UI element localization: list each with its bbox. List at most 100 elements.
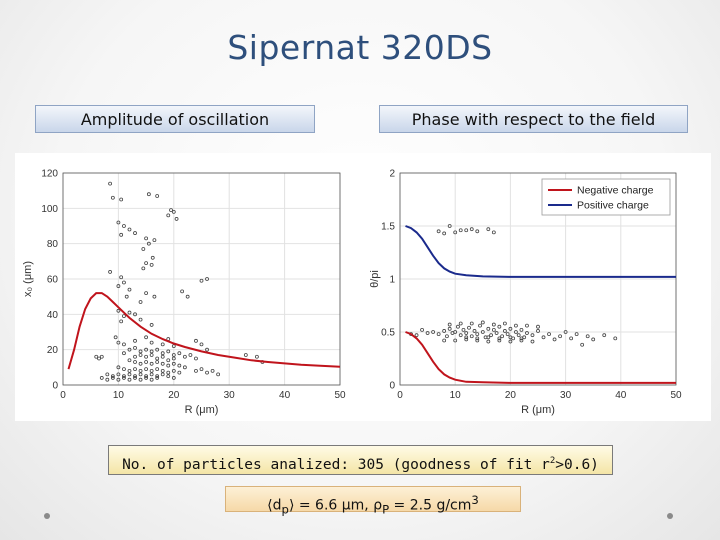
phase-data-point <box>486 326 491 331</box>
y-tick-label: 20 <box>47 345 59 356</box>
y-tick-label: 2 <box>389 169 395 180</box>
amplitude-data-point <box>138 372 143 377</box>
formula-part: = 2.5 g/cm <box>389 497 472 514</box>
amplitude-data-point <box>144 367 149 372</box>
decorative-dot <box>667 513 673 519</box>
amplitude-data-point <box>144 376 149 380</box>
amplitude-data-point <box>116 377 121 382</box>
plot-frame <box>399 172 677 386</box>
amplitude-data-point <box>160 372 165 377</box>
amplitude-data-point <box>122 224 126 228</box>
legend-label: Negative charge <box>577 185 654 197</box>
amplitude-data-point <box>108 270 112 274</box>
x-tick-label: 50 <box>670 390 682 401</box>
amplitude-data-point <box>149 323 154 327</box>
amplitude-data-point <box>149 372 154 377</box>
phase-data-point <box>425 331 430 335</box>
phase-data-point <box>502 321 507 326</box>
phase-data-point <box>541 335 546 340</box>
amplitude-data-point <box>149 377 154 382</box>
x-tick-label: 0 <box>397 390 403 401</box>
phase-data-point <box>536 329 540 333</box>
amplitude-data-point <box>166 363 171 368</box>
formula-sub: p <box>281 502 289 517</box>
y-tick-label: 0 <box>52 381 58 392</box>
amplitude-data-point <box>144 261 149 265</box>
phase-data-point <box>491 327 496 332</box>
particles-note: No. of particles analized: 305 (goodness… <box>108 445 613 475</box>
amplitude-data-point <box>146 241 151 246</box>
amplitude-data-point <box>171 356 176 361</box>
amplitude-data-point <box>171 353 176 357</box>
amplitude-data-point <box>127 377 132 382</box>
amplitude-data-point <box>116 365 121 370</box>
amplitude-data-point <box>180 289 185 294</box>
amplitude-data-point <box>122 351 126 356</box>
phase-data-point <box>478 323 482 328</box>
phase-data-point <box>514 323 518 328</box>
phase-data-point <box>505 332 510 337</box>
amplitude-data-point <box>94 354 99 359</box>
y-tick-label: 40 <box>47 310 59 321</box>
phase-data-point <box>497 338 502 343</box>
legend-label: Positive charge <box>577 200 649 212</box>
phase-data-point <box>464 335 469 340</box>
amplitude-fit-curve <box>67 292 341 370</box>
amplitude-data-point <box>199 342 204 347</box>
phase-fit-curve <box>405 225 676 278</box>
formula-box: ⟨dp⟩ = 6.6 μm, ρP = 2.5 g/cm3 <box>225 486 521 516</box>
amplitude-data-point <box>210 368 215 373</box>
amplitude-data-point <box>119 275 124 280</box>
phase-data-point <box>558 334 562 339</box>
amplitude-data-point <box>138 349 143 354</box>
amplitude-data-point <box>122 376 126 380</box>
amplitude-data-point <box>194 338 198 343</box>
amplitude-data-point <box>194 368 198 373</box>
phase-data-point <box>486 227 491 232</box>
particles-note-text: No. of particles analized: 305 (goodness… <box>122 456 550 473</box>
amplitude-data-point <box>185 294 190 299</box>
formula-part: ⟩ = 6.6 μm, ρ <box>288 497 383 514</box>
phase-data-point <box>530 333 535 338</box>
formula-sup: 3 <box>471 493 479 507</box>
amplitude-data-point <box>174 217 179 221</box>
amplitude-data-point <box>171 361 176 366</box>
y-tick-label: 0.5 <box>381 328 395 339</box>
amplitude-data-point <box>177 351 182 356</box>
amplitude-data-point <box>105 377 110 382</box>
phase-data-point <box>569 336 574 341</box>
amplitude-data-point <box>149 353 154 357</box>
amplitude-data-point <box>155 360 160 364</box>
phase-data-point <box>519 338 524 343</box>
amplitude-data-point <box>110 376 115 380</box>
phase-data-point <box>467 325 471 330</box>
amplitude-data-point <box>149 340 154 345</box>
phase-data-point <box>500 334 505 339</box>
legend-box <box>541 178 671 216</box>
phase-data-point <box>486 335 491 340</box>
phase-data-point <box>436 229 441 234</box>
x-tick-label: 30 <box>560 390 572 401</box>
phase-data-point <box>469 321 474 326</box>
amplitude-data-point <box>116 308 121 313</box>
amplitude-data-point <box>171 209 176 214</box>
y-tick-label: 1 <box>389 275 395 286</box>
amplitude-data-point <box>169 208 173 212</box>
plot-frame <box>62 172 341 386</box>
amplitude-data-point <box>166 374 171 379</box>
amplitude-data-point <box>146 192 151 197</box>
x-tick-label: 0 <box>60 390 66 401</box>
phase-chart: 0 10 20 30 40 50 0 0.5 1 1.5 2 R (μm) θ/pi Negative c… <box>369 169 682 417</box>
amplitude-data-point <box>144 354 149 359</box>
amplitude-data-point <box>110 374 115 379</box>
amplitude-data-point <box>171 344 176 349</box>
phase-data-point <box>464 331 469 335</box>
amplitude-data-point <box>160 368 165 373</box>
x-tick-label: 10 <box>450 390 462 401</box>
phase-data-point <box>469 334 474 339</box>
amplitude-data-point <box>116 284 121 288</box>
phase-data-point <box>442 231 447 236</box>
amplitude-data-point <box>144 360 149 364</box>
amplitude-data-point <box>122 367 126 372</box>
phase-data-point <box>574 332 579 337</box>
